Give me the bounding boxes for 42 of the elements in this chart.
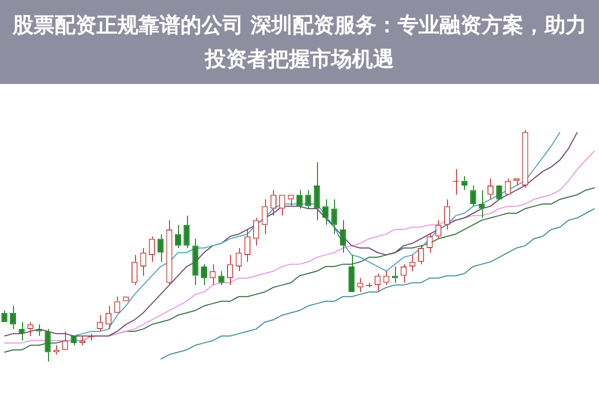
candlestick	[192, 238, 198, 286]
candlestick	[166, 220, 172, 286]
candlestick	[132, 254, 138, 286]
candlestick	[322, 198, 329, 226]
candlestick	[504, 178, 511, 195]
chart-title: 股票配资正规靠谱的公司 深圳配资服务：专业融资方案，助力投资者把握市场机遇	[11, 12, 588, 73]
candlestick	[296, 190, 303, 210]
candlestick	[435, 220, 442, 240]
candlestick	[244, 228, 250, 262]
candlestick	[114, 296, 120, 313]
candlestick	[44, 328, 51, 362]
candlestick	[418, 245, 424, 265]
candlestick	[105, 305, 112, 330]
candlestick	[444, 198, 450, 230]
candlestick	[10, 305, 16, 330]
candlestick	[340, 220, 346, 254]
candlestick	[200, 264, 208, 286]
candlestick	[305, 190, 312, 210]
candlestick	[148, 236, 155, 262]
candlestick	[522, 129, 528, 188]
candlestick	[227, 254, 234, 286]
candlestick	[348, 254, 355, 292]
candlestick	[184, 215, 190, 248]
candlestick	[470, 184, 476, 207]
candlestick	[262, 198, 268, 235]
candlestick	[1, 310, 8, 322]
candlestick	[79, 336, 86, 346]
candlestick	[253, 217, 260, 246]
candlestick	[314, 162, 320, 221]
candlestick	[513, 178, 520, 186]
candlestick	[461, 176, 468, 191]
candlestick	[279, 194, 286, 216]
candlestick	[36, 324, 42, 337]
candlestick	[236, 247, 242, 272]
candlestick	[174, 224, 181, 248]
candlestick	[140, 247, 146, 276]
candlestick	[478, 190, 485, 218]
candlestick	[158, 234, 164, 262]
candlestick	[426, 234, 433, 254]
candlestick	[18, 322, 25, 342]
candlestick	[331, 198, 338, 235]
candlestick	[270, 190, 276, 216]
